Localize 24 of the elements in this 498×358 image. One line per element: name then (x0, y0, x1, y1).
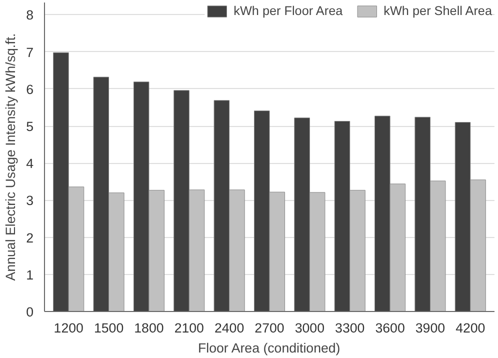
x-tick-label: 4200 (456, 320, 486, 336)
legend-label: kWh per Shell Area (384, 4, 492, 18)
x-tick-label: 1200 (54, 320, 84, 336)
x-tick-label: 3000 (294, 320, 325, 336)
y-tick-label: 8 (26, 8, 34, 23)
x-tick-label: 3600 (375, 320, 405, 336)
y-axis-title: Annual Electric Usage Intensity kWh/sq.ft. (3, 33, 18, 281)
x-tick-label: 2400 (214, 320, 244, 336)
y-tick-label: 1 (26, 267, 34, 282)
y-tick-label: 2 (26, 230, 34, 246)
x-tick-label: 3900 (415, 320, 446, 336)
legend-label: kWh per Floor Area (234, 4, 343, 18)
y-tick-label: 4 (26, 156, 34, 172)
y-tick-label: 5 (26, 119, 34, 134)
y-tick-label: 3 (26, 193, 34, 208)
y-tick-label: 6 (26, 82, 34, 97)
y-tick-label: 7 (26, 44, 34, 60)
x-tick-label: 1500 (94, 320, 124, 336)
x-axis-title: Floor Area (conditioned) (198, 340, 340, 356)
x-tick-label: 1800 (134, 320, 164, 336)
y-tick-label: 0 (26, 304, 34, 320)
x-tick-label: 3300 (335, 320, 365, 336)
x-tick-label: 2100 (174, 320, 204, 336)
x-tick-label: 2700 (254, 320, 284, 336)
